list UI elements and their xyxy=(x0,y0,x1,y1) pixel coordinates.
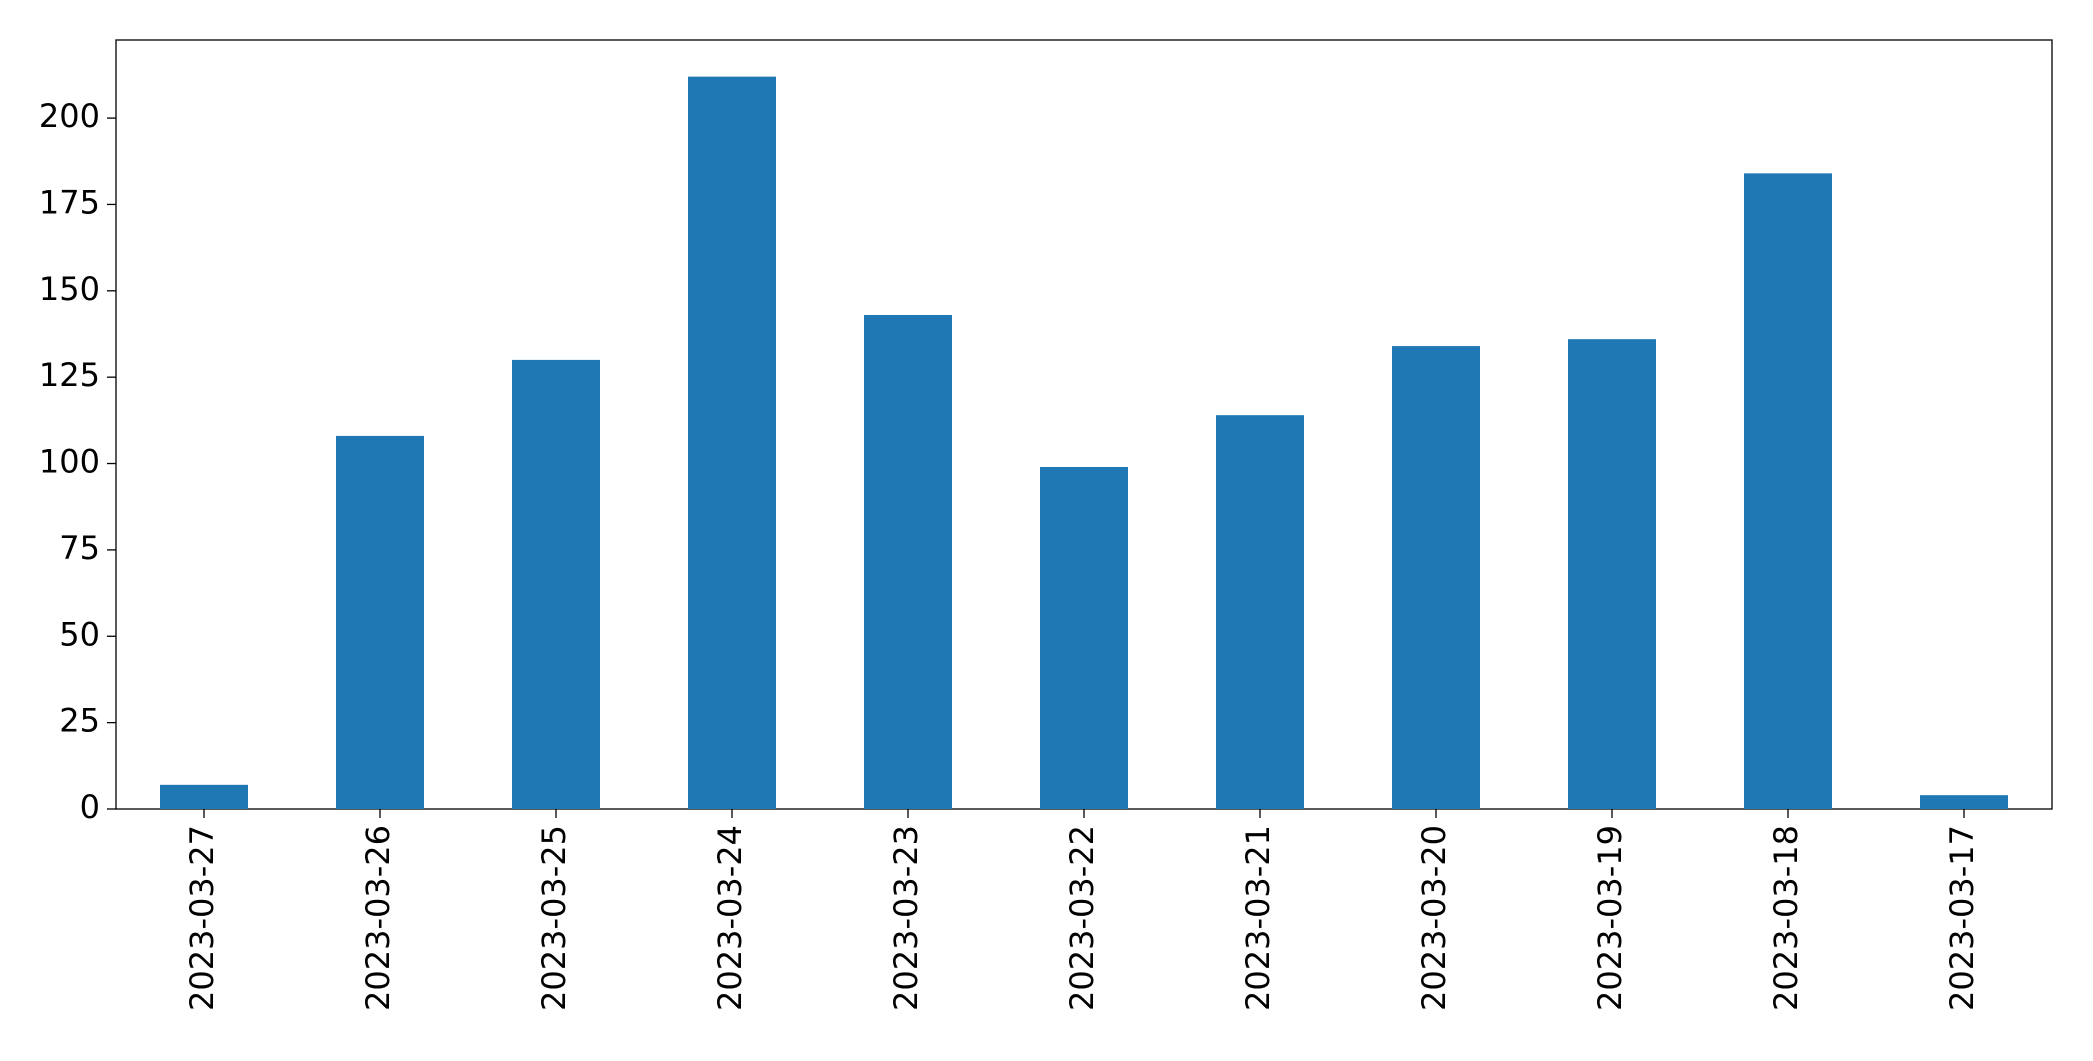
bar xyxy=(336,435,424,809)
bar xyxy=(1392,346,1480,809)
x-tick-label: 2023-03-24 xyxy=(711,825,749,1011)
y-tick-label: 150 xyxy=(39,270,100,308)
y-tick-label: 175 xyxy=(39,183,100,221)
bar xyxy=(1040,466,1128,809)
y-tick-label: 50 xyxy=(59,615,100,653)
bar xyxy=(864,314,952,809)
y-tick-label: 100 xyxy=(39,443,100,481)
bar xyxy=(688,76,776,810)
bar xyxy=(160,784,248,809)
x-tick-label: 2023-03-18 xyxy=(1767,825,1805,1011)
bar xyxy=(512,359,600,809)
x-tick-label: 2023-03-21 xyxy=(1239,825,1277,1011)
bar xyxy=(1744,173,1832,809)
y-tick-label: 125 xyxy=(39,356,100,394)
y-tick-label: 25 xyxy=(59,702,100,740)
x-tick-label: 2023-03-27 xyxy=(183,825,221,1011)
x-tick-label: 2023-03-19 xyxy=(1591,825,1629,1011)
x-tick-label: 2023-03-23 xyxy=(887,825,925,1011)
y-tick-label: 200 xyxy=(39,97,100,135)
bar xyxy=(1920,795,2008,809)
bar xyxy=(1568,339,1656,809)
y-tick-label: 0 xyxy=(80,788,100,826)
bar xyxy=(1216,415,1304,809)
x-tick-label: 2023-03-26 xyxy=(359,825,397,1011)
x-tick-label: 2023-03-22 xyxy=(1063,825,1101,1011)
y-tick-label: 75 xyxy=(59,529,100,567)
x-tick-label: 2023-03-25 xyxy=(535,825,573,1011)
x-tick-label: 2023-03-20 xyxy=(1415,825,1453,1011)
x-tick-label: 2023-03-17 xyxy=(1943,825,1981,1011)
